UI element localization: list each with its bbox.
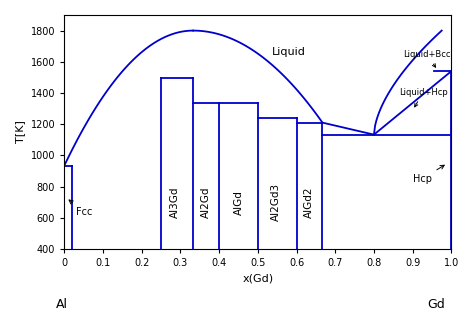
Text: Liquid: Liquid: [272, 48, 306, 58]
Text: Liquid+Bcc: Liquid+Bcc: [403, 50, 450, 67]
Text: Liquid+Hcp: Liquid+Hcp: [399, 88, 448, 107]
Text: Al3Gd: Al3Gd: [170, 186, 180, 218]
Y-axis label: T[K]: T[K]: [15, 121, 25, 143]
Text: Fcc: Fcc: [69, 200, 92, 217]
X-axis label: x(Gd): x(Gd): [242, 274, 273, 284]
Text: Hcp: Hcp: [413, 165, 444, 184]
Text: AlGd2: AlGd2: [304, 186, 314, 218]
Text: Al: Al: [55, 298, 68, 311]
Text: AlGd: AlGd: [233, 190, 244, 215]
Text: Gd: Gd: [427, 298, 445, 311]
Text: Al2Gd: Al2Gd: [201, 186, 210, 218]
Text: Al2Gd3: Al2Gd3: [272, 183, 282, 221]
